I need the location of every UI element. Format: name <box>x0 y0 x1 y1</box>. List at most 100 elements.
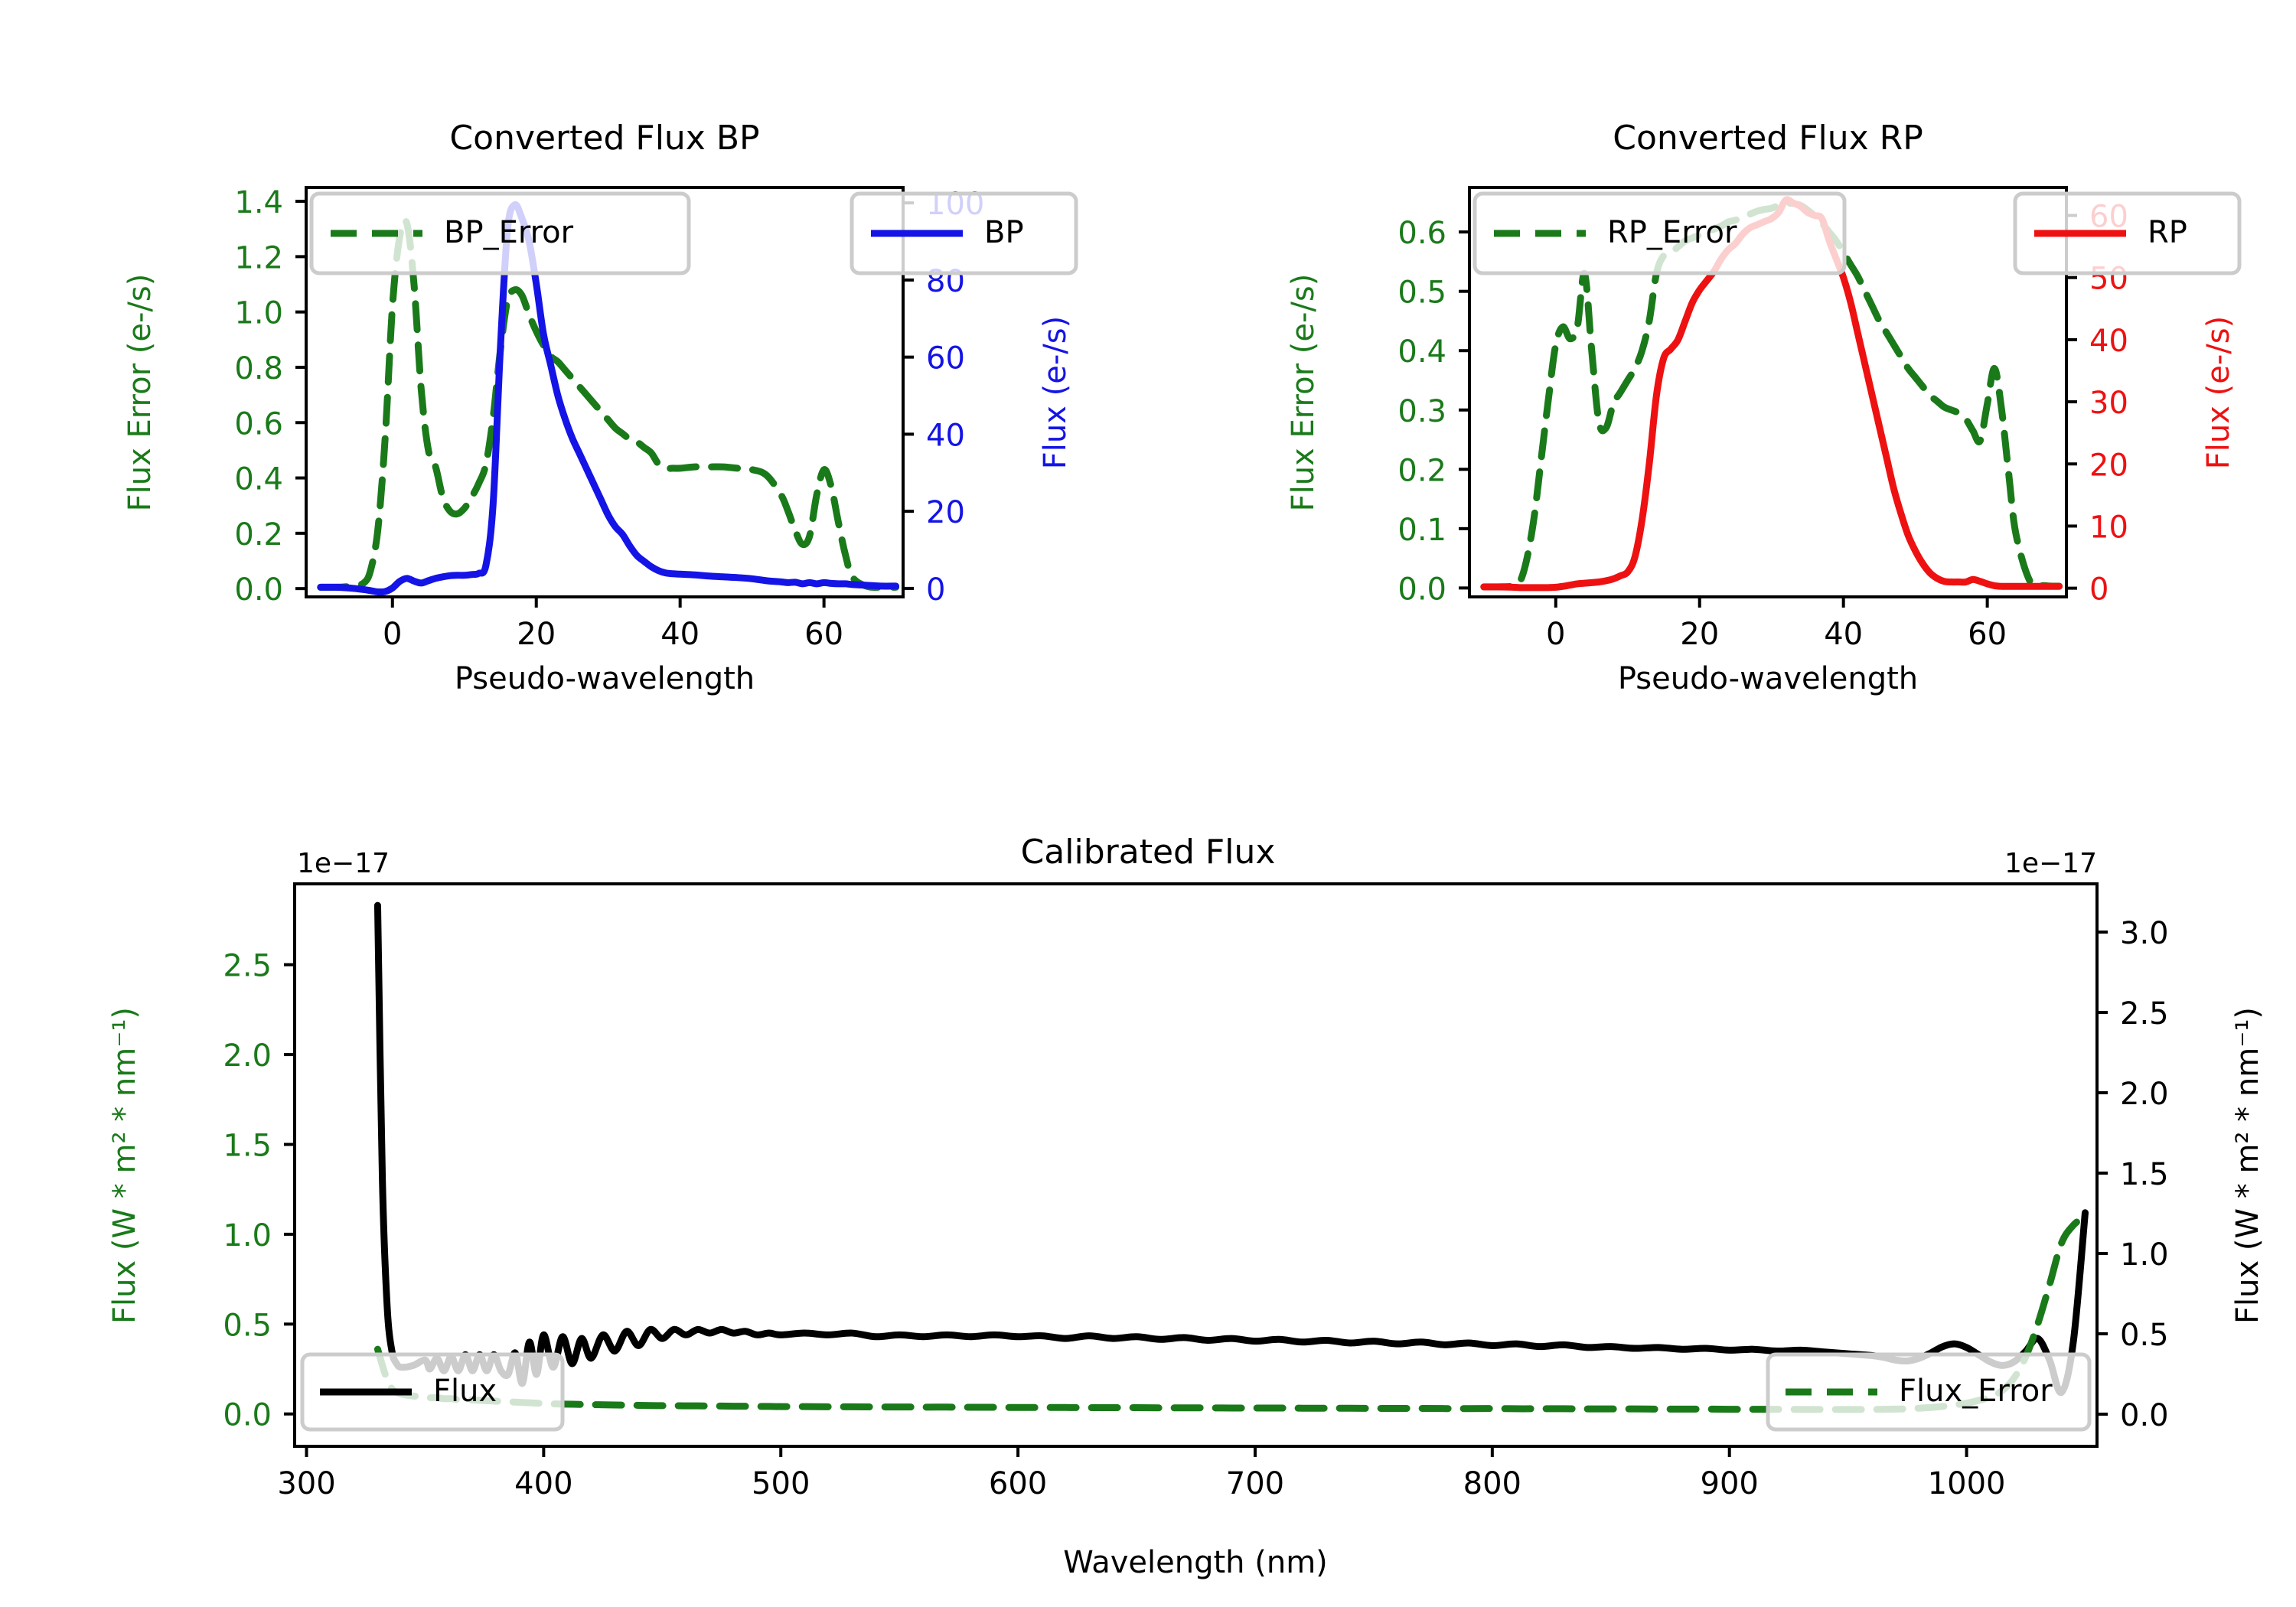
bp-xlabel: Pseudo-wavelength <box>455 661 755 696</box>
calibrated-ytick-left: 1.0 <box>223 1218 272 1253</box>
calibrated-xtick: 700 <box>1226 1466 1284 1501</box>
rp-ytick-left: 0.4 <box>1397 334 1446 370</box>
rp-legend-flux-label: RP <box>2148 215 2187 250</box>
calibrated-ylabel-left: Flux (W * m² * nm⁻¹) <box>107 1007 142 1324</box>
rp-axes-frame <box>1468 186 2068 598</box>
calibrated-y-tick-labels-right: 0.0 0.5 1.0 1.5 2.0 2.5 3.0 <box>2120 916 2169 1433</box>
bp-x-tick-labels: 0 20 40 60 <box>383 617 843 652</box>
rp-panel-title: Converted Flux RP <box>1613 119 1923 158</box>
bp-legend-flux-label: BP <box>984 215 1024 250</box>
calibrated-x-tick-labels: 300 400 500 600 700 800 900 1000 <box>277 1466 2005 1501</box>
rp-legend-flux-box <box>2013 191 2242 275</box>
bp-legend-flux-box <box>850 191 1078 275</box>
panel-converted-flux-rp: Converted Flux RP 0.0 0.1 0.2 0.3 0.4 0.5 0.6 … <box>1163 107 2296 842</box>
bp-xtick: 0 <box>383 617 402 652</box>
calibrated-ytick-right: 0.5 <box>2120 1318 2169 1353</box>
rp-xtick: 60 <box>1968 617 2007 652</box>
bp-ytick-left: 1.2 <box>234 240 283 275</box>
rp-legend-error-box <box>1473 191 1847 275</box>
rp-xtick: 20 <box>1680 617 1719 652</box>
bp-ylabel-left: Flux Error (e-/s) <box>122 274 158 512</box>
calibrated-ytick-left: 2.5 <box>223 949 272 984</box>
bp-ylabel-right: Flux (e-/s) <box>1038 316 1073 469</box>
calibrated-legend-error-label: Flux_Error <box>1899 1374 2053 1409</box>
bp-ytick-left: 0.8 <box>234 351 283 386</box>
calibrated-ytick-right: 3.0 <box>2120 916 2169 951</box>
calibrated-series-flux_error <box>373 1212 2089 1413</box>
bp-series-bp_error <box>317 217 900 592</box>
bp-ytick-right: 60 <box>926 341 965 376</box>
bp-ytick-left: 1.4 <box>234 185 283 220</box>
rp-ytick-left: 0.6 <box>1397 216 1446 251</box>
calibrated-ytick-right: 1.0 <box>2120 1237 2169 1273</box>
calibrated-legend-flux-box <box>300 1352 565 1432</box>
calibrated-legend-flux[interactable]: Flux <box>300 1352 565 1432</box>
rp-ytick-left: 0.0 <box>1397 572 1446 607</box>
bp-panel-title: Converted Flux BP <box>449 119 759 158</box>
calibrated-ytick-right: 0.0 <box>2120 1398 2169 1433</box>
rp-ylabel-left: Flux Error (e-/s) <box>1286 274 1321 512</box>
bp-ytick-right: 40 <box>926 418 965 453</box>
bp-ytick-left: 0.4 <box>234 462 283 497</box>
bp-legend-error[interactable]: BP_Error <box>309 191 691 275</box>
calibrated-y-tick-labels-left: 0.0 0.5 1.0 1.5 2.0 2.5 <box>223 949 272 1433</box>
calibrated-xtick: 600 <box>989 1466 1047 1501</box>
bp-ytick-left: 1.0 <box>234 296 283 331</box>
calibrated-ytick-right: 1.5 <box>2120 1157 2169 1192</box>
calibrated-xlabel: Wavelength (nm) <box>1063 1545 1328 1580</box>
calibrated-ytick-right: 2.5 <box>2120 996 2169 1032</box>
rp-ytick-left: 0.2 <box>1397 453 1446 488</box>
bp-legend-error-label: BP_Error <box>444 215 574 250</box>
bp-ytick-right: 0 <box>926 572 945 608</box>
calibrated-xtick: 900 <box>1701 1466 1759 1501</box>
bp-ytick-left: 0.6 <box>234 406 283 442</box>
calibrated-ytick-left: 1.5 <box>223 1128 272 1163</box>
bp-ytick-right: 20 <box>926 495 965 530</box>
calibrated-xtick: 500 <box>752 1466 810 1501</box>
calibrated-tick-marks <box>284 931 2108 1457</box>
rp-xtick: 0 <box>1546 617 1565 652</box>
rp-ylabel-right: Flux (e-/s) <box>2201 316 2236 469</box>
calibrated-axes-frame <box>293 882 2099 1448</box>
calibrated-ytick-right: 2.0 <box>2120 1077 2169 1112</box>
bp-y-tick-labels-left: 0.0 0.2 0.4 0.6 0.8 1.0 1.2 1.4 <box>234 185 283 608</box>
rp-xtick: 40 <box>1824 617 1863 652</box>
rp-ytick-left: 0.3 <box>1397 394 1446 429</box>
rp-x-tick-labels: 0 20 40 60 <box>1546 617 2007 652</box>
bp-legend-flux[interactable]: BP <box>850 191 1078 275</box>
rp-ytick-right: 10 <box>2089 510 2128 545</box>
bp-legend-error-box <box>309 191 691 275</box>
calibrated-legend-flux-label: Flux <box>433 1374 497 1409</box>
calibrated-legend-error[interactable]: Flux_Error <box>1766 1352 2092 1432</box>
rp-legend-error-label: RP_Error <box>1607 215 1737 250</box>
calibrated-ytick-left: 2.0 <box>223 1038 272 1074</box>
bp-curves-group <box>317 200 900 596</box>
bp-series-bp <box>317 200 900 596</box>
calibrated-ytick-left: 0.0 <box>223 1398 272 1433</box>
calibrated-xtick: 300 <box>277 1466 335 1501</box>
panel-calibrated-flux: Calibrated Flux 1e−17 1e−17 0.0 0.5 1.0 1.5… <box>0 826 2296 1607</box>
bp-xtick: 40 <box>660 617 700 652</box>
calibrated-xtick: 1000 <box>1928 1466 2006 1501</box>
rp-ytick-right: 0 <box>2089 572 2108 608</box>
calibrated-offset-left: 1e−17 <box>297 848 390 879</box>
calibrated-offset-right: 1e−17 <box>2004 848 2097 879</box>
bp-xtick: 20 <box>517 617 556 652</box>
calibrated-panel-title: Calibrated Flux <box>1021 833 1276 872</box>
rp-tick-marks <box>1459 214 2077 608</box>
rp-ytick-left: 0.1 <box>1397 513 1446 548</box>
calibrated-xtick: 400 <box>514 1466 572 1501</box>
bp-ytick-left: 0.2 <box>234 517 283 553</box>
bp-ytick-left: 0.0 <box>234 572 283 608</box>
panel-converted-flux-bp: Converted Flux BP 0.0 0.2 0.4 0.6 0.8 1.0 1.2 1… <box>0 107 1133 842</box>
bp-xtick: 60 <box>804 617 843 652</box>
rp-legend-flux[interactable]: RP <box>2013 191 2242 275</box>
bp-axes-frame <box>305 186 905 598</box>
rp-ytick-right: 40 <box>2089 324 2128 359</box>
rp-y-tick-labels-left: 0.0 0.1 0.2 0.3 0.4 0.5 0.6 <box>1397 216 1446 607</box>
calibrated-ylabel-right: Flux (W * m² * nm⁻¹) <box>2230 1007 2265 1324</box>
rp-legend-error[interactable]: RP_Error <box>1473 191 1847 275</box>
calibrated-legend-error-box <box>1766 1352 2092 1432</box>
calibrated-ytick-left: 0.5 <box>223 1308 272 1343</box>
